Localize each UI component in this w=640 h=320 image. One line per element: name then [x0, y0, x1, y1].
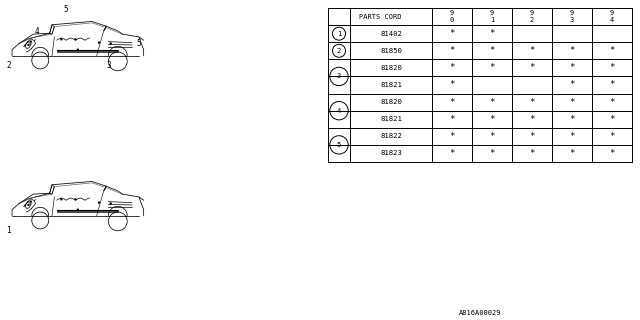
Circle shape — [74, 198, 77, 201]
Text: *: * — [609, 98, 614, 107]
Circle shape — [109, 42, 112, 45]
Text: 1: 1 — [337, 31, 341, 37]
Circle shape — [74, 38, 77, 41]
Text: *: * — [449, 115, 454, 124]
Text: *: * — [490, 115, 495, 124]
Text: *: * — [449, 149, 454, 158]
Text: 81850: 81850 — [380, 48, 402, 54]
Text: 81823: 81823 — [380, 150, 402, 156]
Text: *: * — [490, 149, 495, 158]
Circle shape — [28, 44, 29, 46]
Text: *: * — [490, 63, 495, 72]
Text: 4: 4 — [337, 108, 341, 114]
Text: *: * — [570, 63, 575, 72]
Text: *: * — [449, 81, 454, 90]
Circle shape — [60, 198, 63, 201]
Circle shape — [60, 38, 63, 41]
Text: *: * — [490, 29, 495, 38]
Text: *: * — [529, 63, 534, 72]
Text: 2: 2 — [6, 61, 11, 70]
Text: 9: 9 — [490, 11, 494, 16]
Text: 3: 3 — [570, 17, 574, 23]
Text: 5: 5 — [136, 39, 141, 48]
Text: A816A00029: A816A00029 — [459, 310, 501, 316]
Text: *: * — [570, 81, 575, 90]
Text: 2: 2 — [530, 17, 534, 23]
Text: 81821: 81821 — [380, 116, 402, 122]
Text: *: * — [449, 98, 454, 107]
Circle shape — [109, 202, 112, 205]
Text: 1: 1 — [6, 226, 11, 235]
Text: *: * — [529, 115, 534, 124]
Circle shape — [28, 204, 29, 206]
Text: 9: 9 — [610, 11, 614, 16]
Text: 81402: 81402 — [380, 31, 402, 37]
Text: *: * — [529, 149, 534, 158]
Text: *: * — [609, 63, 614, 72]
Text: 81820: 81820 — [380, 65, 402, 71]
Circle shape — [77, 48, 79, 51]
Text: *: * — [529, 132, 534, 141]
Text: *: * — [490, 132, 495, 141]
Text: *: * — [609, 115, 614, 124]
Text: 4: 4 — [610, 17, 614, 23]
Circle shape — [98, 201, 100, 204]
Text: *: * — [490, 98, 495, 107]
Text: 3: 3 — [106, 61, 111, 70]
Text: 4: 4 — [35, 27, 39, 36]
Text: *: * — [449, 63, 454, 72]
Text: 9: 9 — [570, 11, 574, 16]
Text: 9: 9 — [530, 11, 534, 16]
Text: *: * — [609, 46, 614, 55]
Text: *: * — [609, 81, 614, 90]
Circle shape — [98, 41, 100, 44]
Text: 0: 0 — [450, 17, 454, 23]
Text: *: * — [570, 46, 575, 55]
Text: *: * — [570, 132, 575, 141]
Text: 1: 1 — [490, 17, 494, 23]
Text: *: * — [570, 98, 575, 107]
Text: *: * — [449, 46, 454, 55]
Text: *: * — [449, 132, 454, 141]
Circle shape — [29, 41, 32, 43]
Circle shape — [77, 208, 79, 211]
Text: 3: 3 — [337, 74, 341, 79]
Text: 5: 5 — [64, 5, 68, 14]
Text: 81821: 81821 — [380, 82, 402, 88]
Text: 5: 5 — [337, 142, 341, 148]
Text: *: * — [570, 149, 575, 158]
Text: *: * — [609, 149, 614, 158]
Text: PARTS CORD: PARTS CORD — [359, 13, 401, 20]
Text: 9: 9 — [450, 11, 454, 16]
Text: 81820: 81820 — [380, 99, 402, 105]
Text: *: * — [529, 46, 534, 55]
Text: *: * — [609, 132, 614, 141]
Text: *: * — [529, 98, 534, 107]
Circle shape — [29, 201, 32, 203]
Text: 81822: 81822 — [380, 133, 402, 139]
Text: *: * — [570, 115, 575, 124]
Text: *: * — [490, 46, 495, 55]
Text: *: * — [449, 29, 454, 38]
Text: 2: 2 — [337, 48, 341, 54]
